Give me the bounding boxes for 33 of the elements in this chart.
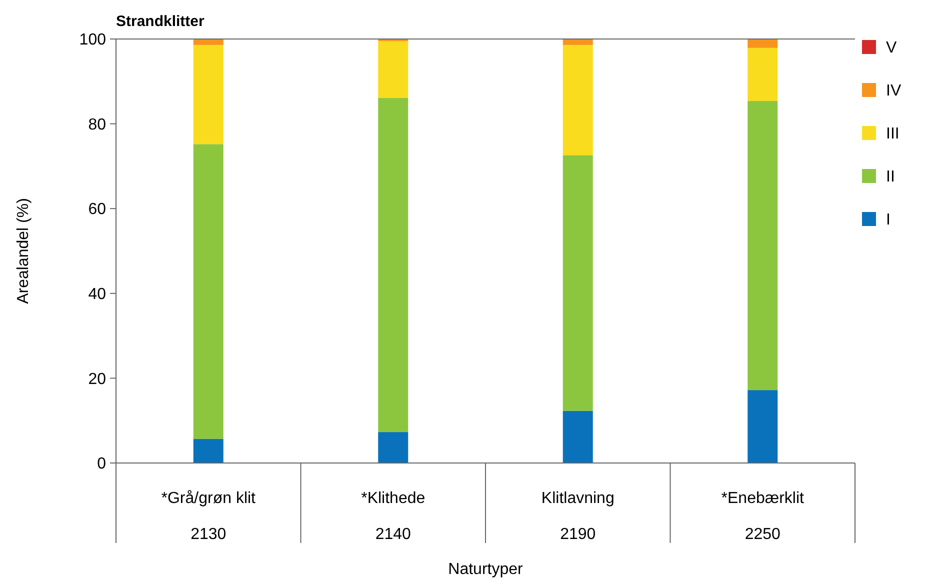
x-tick-label: *Klithede 2140 — [361, 490, 426, 543]
legend-label: II — [886, 168, 895, 186]
bar — [748, 48, 778, 101]
bar — [562, 44, 593, 156]
x-tick-label: Klitlavning 2190 — [541, 490, 614, 543]
bar — [748, 100, 778, 390]
y-tick-label: 60 — [88, 201, 106, 218]
chart-title: Strandklitter — [116, 13, 205, 30]
bar — [193, 44, 224, 144]
bar — [562, 410, 593, 463]
bar — [562, 155, 593, 411]
bar — [378, 432, 408, 463]
x-tick-label: *Grå/grøn klit 2130 — [161, 490, 256, 543]
y-tick-label: 0 — [97, 456, 106, 473]
bar — [378, 98, 408, 432]
y-tick-label: 20 — [88, 370, 106, 388]
bar — [748, 390, 778, 463]
y-axis-title: Arealandel (%) — [15, 198, 32, 304]
bar — [193, 438, 224, 463]
bar — [562, 39, 593, 45]
bar — [378, 41, 408, 98]
bar — [193, 39, 224, 45]
y-tick-label: 80 — [88, 116, 106, 134]
y-tick-label: 100 — [79, 32, 106, 49]
bar — [193, 144, 224, 439]
x-axis-title: Naturtyper — [448, 561, 524, 578]
x-tick-label: *Enebærklit 2250 — [721, 490, 805, 543]
legend-label: III — [886, 126, 900, 143]
y-tick-label: 40 — [88, 286, 106, 303]
legend-label: I — [886, 212, 890, 229]
bar — [748, 39, 778, 48]
legend-label: IV — [886, 82, 902, 100]
legend-label: V — [886, 40, 897, 57]
